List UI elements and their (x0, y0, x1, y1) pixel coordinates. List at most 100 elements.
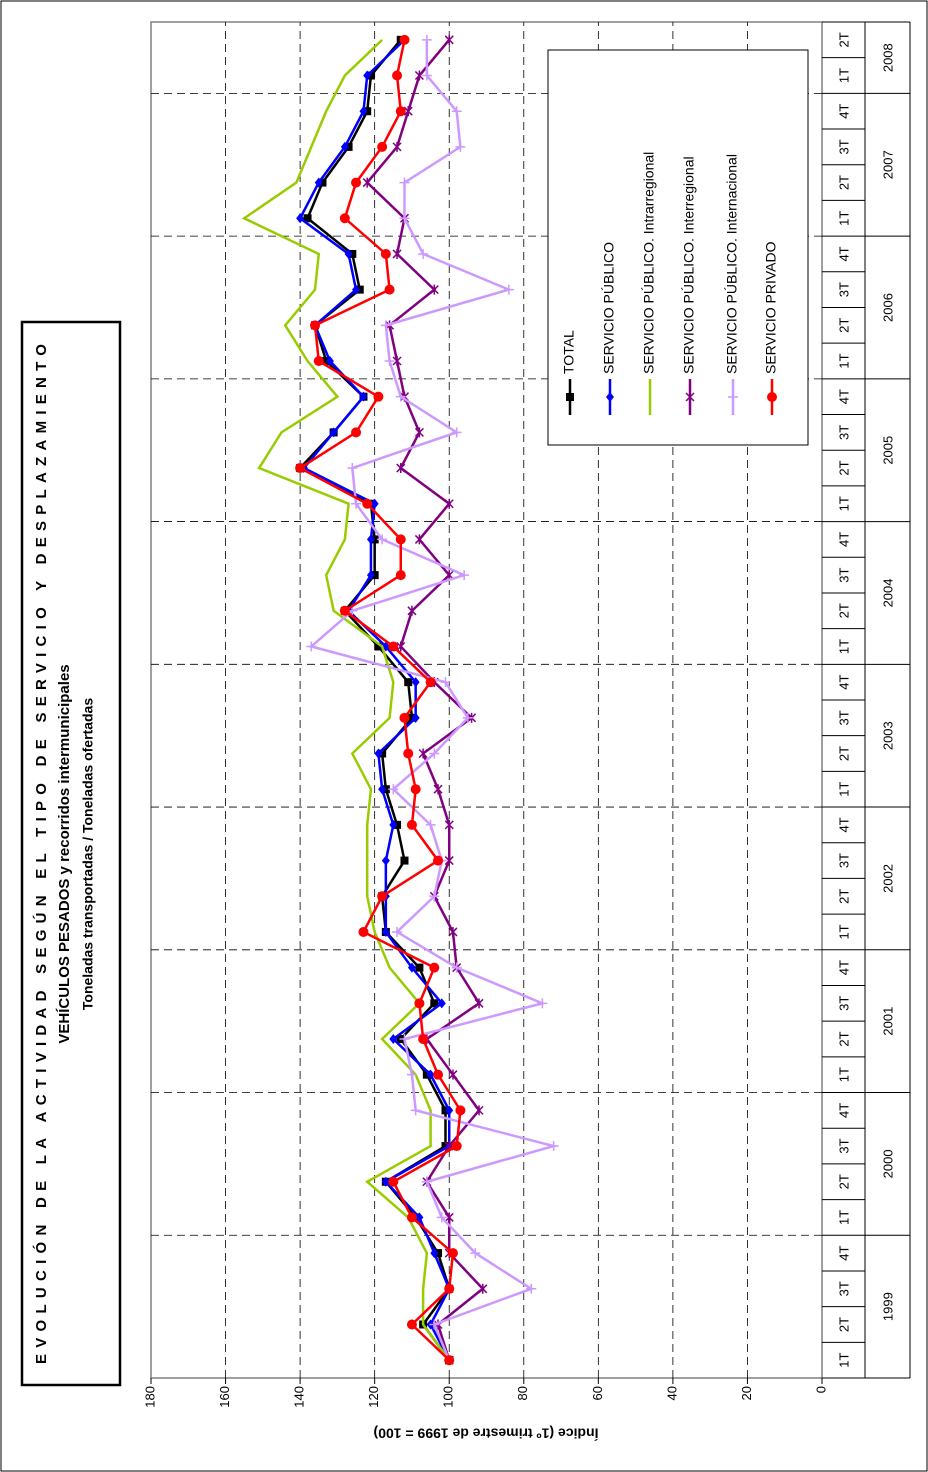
marker (380, 320, 391, 331)
marker (310, 320, 321, 331)
marker (478, 1283, 488, 1294)
marker (433, 1069, 444, 1080)
chart-subtitle: VEHÍCULOS PESADOS y recorridos intermuni… (56, 664, 73, 1043)
marker (370, 498, 379, 509)
x-tick-label: 3T (836, 1281, 851, 1296)
marker (362, 498, 373, 509)
marker (395, 391, 406, 402)
marker (418, 248, 429, 259)
marker (358, 926, 369, 937)
marker (426, 1069, 435, 1080)
marker (396, 463, 406, 474)
marker (384, 284, 395, 295)
marker (362, 177, 372, 188)
marker (378, 784, 387, 795)
marker (352, 284, 361, 295)
year-label: 2004 (880, 578, 895, 607)
x-tick-label: 4T (836, 817, 851, 832)
x-tick-label: 4T (836, 389, 851, 404)
legend-box (547, 49, 809, 446)
marker (377, 534, 388, 545)
marker (447, 1248, 458, 1259)
x-tick-label: 3T (836, 282, 851, 297)
legend-marker (566, 393, 574, 401)
legend-label: SERVICIO PÚBLICO. Intrarregional (641, 152, 657, 374)
x-tick-label: 1T (836, 782, 851, 797)
marker (377, 141, 388, 152)
marker (389, 819, 398, 830)
marker (425, 677, 436, 688)
x-tick-label: 4T (836, 532, 851, 547)
marker (429, 748, 440, 759)
marker (392, 926, 403, 937)
year-label: 2006 (880, 293, 895, 322)
y-tick-label: 80 (515, 1386, 530, 1400)
series-line (298, 38, 451, 1361)
x-tick-label: 1T (836, 639, 851, 654)
marker (445, 1105, 454, 1116)
marker (455, 141, 466, 152)
y-tick-label: 180 (142, 1386, 157, 1408)
marker (404, 678, 413, 687)
marker (295, 463, 306, 474)
marker (395, 570, 406, 581)
x-tick-label: 2T (836, 889, 851, 904)
marker (329, 427, 338, 438)
marker (395, 106, 406, 117)
marker (451, 427, 462, 438)
legend-marker (606, 392, 614, 402)
x-tick-label: 2T (836, 32, 851, 47)
marker (440, 677, 451, 688)
marker (400, 856, 409, 865)
series-line (308, 39, 559, 1361)
marker (406, 1319, 417, 1330)
marker (474, 998, 484, 1009)
marker (399, 34, 410, 45)
marker (410, 784, 421, 795)
marker (373, 391, 384, 402)
legend-label: SERVICIO PÚBLICO. Internacional (724, 154, 740, 374)
y-tick-label: 100 (441, 1386, 456, 1408)
x-tick-label: 3T (836, 996, 851, 1011)
marker (436, 1212, 447, 1223)
marker (359, 106, 368, 117)
legend-marker (728, 392, 738, 402)
marker (392, 248, 402, 259)
x-tick-label: 4T (836, 1103, 851, 1118)
marker (418, 748, 428, 759)
x-tick-label: 2T (836, 603, 851, 618)
marker (388, 784, 399, 795)
series-line (365, 39, 485, 1361)
marker (403, 748, 414, 759)
marker (359, 391, 368, 402)
marker (380, 248, 391, 259)
marker (444, 819, 454, 830)
marker (306, 641, 317, 652)
x-tick-label: 4T (836, 960, 851, 975)
legend-label: SERVICIO PÚBLICO (601, 242, 617, 374)
marker (411, 712, 420, 723)
x-tick-label: 1T (836, 924, 851, 939)
marker (470, 1248, 481, 1259)
x-tick-label: 1T (836, 1353, 851, 1368)
y-tick-label: 20 (739, 1386, 754, 1400)
x-tick-label: 2T (836, 1317, 851, 1332)
title-box (20, 320, 122, 1387)
marker (339, 213, 350, 224)
legend-marker (767, 392, 777, 402)
x-tick-label: 1T (836, 68, 851, 83)
x-tick-label: 2T (836, 746, 851, 761)
marker (429, 891, 440, 902)
marker (430, 999, 439, 1008)
marker (392, 70, 403, 81)
marker (339, 605, 350, 616)
marker (396, 641, 406, 652)
marker (407, 962, 416, 973)
marker (415, 1212, 424, 1223)
marker (421, 34, 432, 45)
marker (444, 1212, 454, 1223)
marker (303, 214, 312, 223)
y-tick-label: 160 (217, 1386, 232, 1408)
rotated-chart: EVOLUCIÓN DE LA ACTIVIDAD SEGÚN EL TIPO … (20, 21, 911, 1441)
